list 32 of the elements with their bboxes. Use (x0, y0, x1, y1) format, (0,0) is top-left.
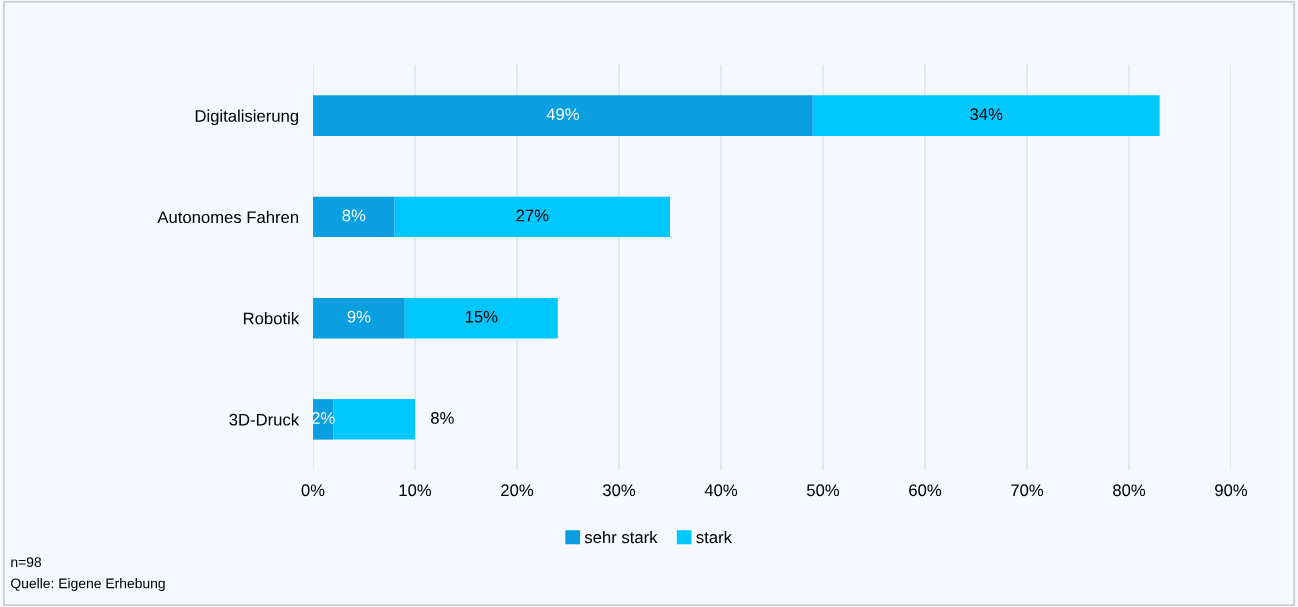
bar (313, 95, 813, 136)
x-tick-label: 90% (1215, 484, 1248, 497)
x-tick-label: 0% (301, 484, 325, 497)
data-label: 34% (970, 108, 1003, 121)
x-tick-label: 40% (704, 484, 738, 497)
x-tick-label: 70% (1011, 484, 1044, 497)
data-label: 8% (342, 209, 366, 222)
bar (333, 399, 415, 440)
legend-label: stark (696, 530, 732, 544)
x-tick-label: 30% (602, 484, 636, 497)
x-tick-label: 20% (501, 484, 534, 497)
legend-label: sehr stark (584, 530, 658, 544)
data-label: 49% (546, 108, 579, 121)
y-tick-label: Robotik (243, 312, 300, 325)
source-note: Quelle: Eigene Erhebung (11, 578, 165, 592)
y-tick-label: Autonomes Fahren (157, 210, 299, 224)
bar (313, 196, 395, 238)
x-tick-label: 50% (806, 484, 840, 497)
y-tick-label: 3D-Druck (229, 413, 300, 426)
text: n=98 (11, 557, 42, 568)
data-label: 15% (465, 310, 498, 323)
bar (313, 297, 405, 339)
data-label: 27% (516, 209, 549, 222)
data-label: 9% (347, 310, 371, 323)
x-tick-label: 60% (909, 484, 942, 497)
x-tick-label: 80% (1113, 484, 1146, 497)
data-label: 8% (431, 412, 454, 424)
bar (812, 95, 1160, 136)
bar (394, 196, 670, 238)
bar (404, 297, 558, 339)
x-tick-label: 10% (399, 484, 432, 497)
y-tick-label: Digitalisierung (195, 109, 299, 126)
